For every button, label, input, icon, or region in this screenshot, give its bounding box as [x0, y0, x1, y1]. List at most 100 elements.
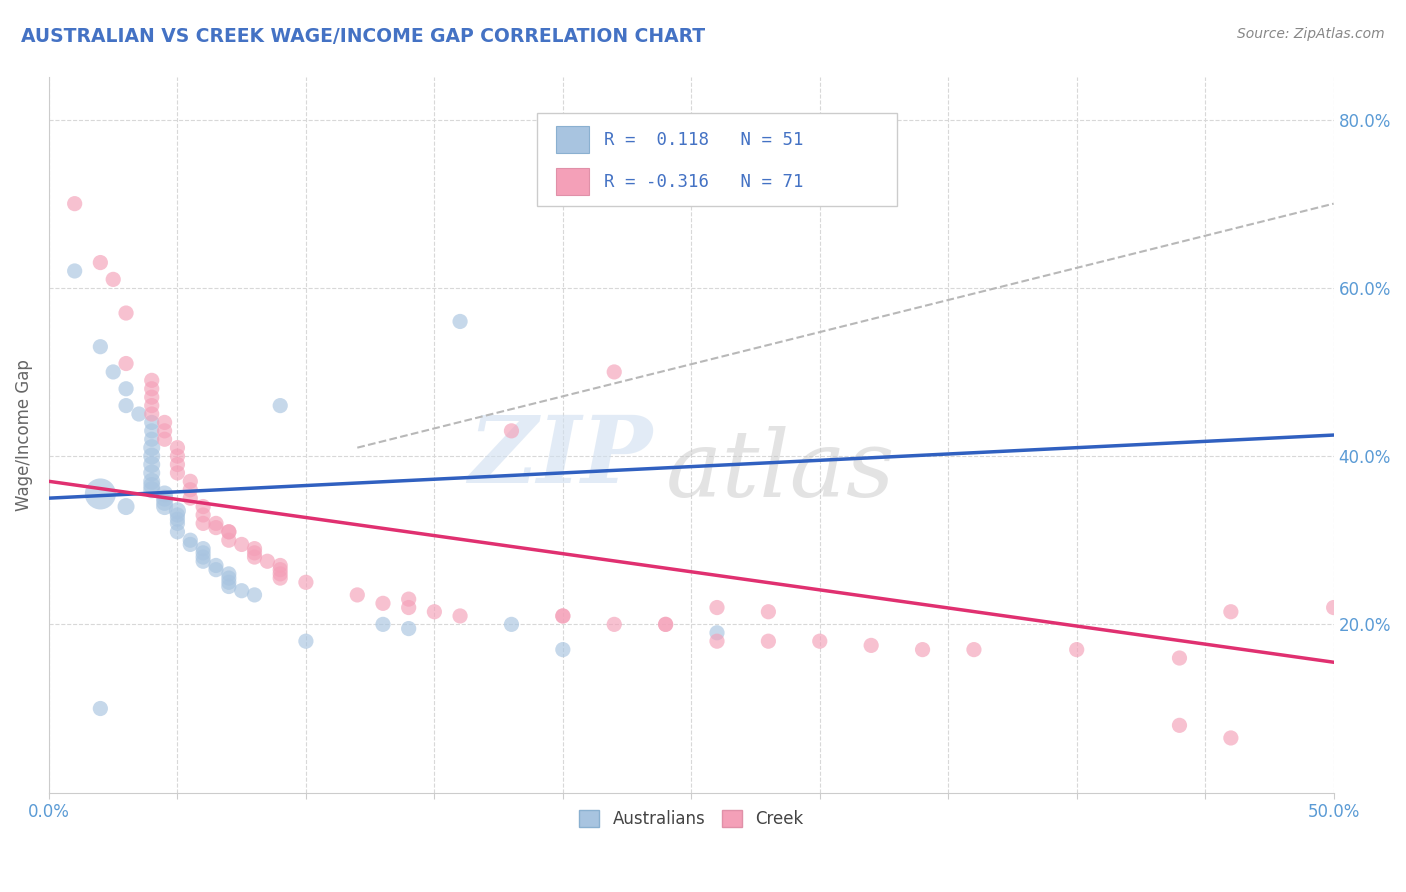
Point: [808, 634, 831, 648]
Point: [205, 558, 228, 573]
Text: R = -0.316   N = 71: R = -0.316 N = 71: [605, 173, 803, 191]
Point: [141, 390, 163, 404]
Point: [963, 642, 986, 657]
Text: Source: ZipAtlas.com: Source: ZipAtlas.com: [1237, 27, 1385, 41]
Point: [141, 458, 163, 472]
Point: [153, 424, 176, 438]
Point: [551, 609, 574, 624]
Point: [243, 541, 266, 556]
Point: [706, 600, 728, 615]
Point: [191, 516, 214, 531]
Point: [371, 596, 394, 610]
Point: [141, 407, 163, 421]
Point: [243, 588, 266, 602]
Point: [115, 357, 138, 371]
Point: [1374, 655, 1396, 669]
Point: [63, 196, 86, 211]
Point: [179, 533, 201, 548]
Point: [758, 634, 780, 648]
Point: [449, 314, 471, 328]
Point: [141, 399, 163, 413]
FancyBboxPatch shape: [537, 113, 897, 206]
Point: [758, 605, 780, 619]
Point: [205, 516, 228, 531]
Point: [153, 487, 176, 501]
Point: [191, 541, 214, 556]
Point: [398, 622, 420, 636]
Point: [398, 592, 420, 607]
Bar: [557, 169, 589, 195]
Point: [191, 550, 214, 565]
Point: [166, 458, 188, 472]
Point: [179, 483, 201, 497]
Point: [706, 625, 728, 640]
Point: [191, 546, 214, 560]
Point: [141, 483, 163, 497]
Point: [89, 701, 111, 715]
Point: [153, 495, 176, 509]
Y-axis label: Wage/Income Gap: Wage/Income Gap: [15, 359, 32, 511]
Point: [191, 500, 214, 514]
Point: [141, 416, 163, 430]
Point: [501, 424, 523, 438]
Text: atlas: atlas: [665, 425, 896, 516]
Point: [153, 416, 176, 430]
Point: [231, 537, 253, 551]
Point: [1168, 651, 1191, 665]
Point: [269, 566, 291, 581]
Point: [1219, 605, 1241, 619]
Point: [1219, 731, 1241, 745]
Point: [371, 617, 394, 632]
Point: [141, 449, 163, 463]
Point: [166, 504, 188, 518]
Point: [115, 399, 138, 413]
Point: [218, 575, 240, 590]
Point: [166, 449, 188, 463]
Point: [115, 306, 138, 320]
Point: [449, 609, 471, 624]
Point: [141, 478, 163, 492]
Point: [654, 617, 676, 632]
Point: [89, 255, 111, 269]
Point: [153, 500, 176, 514]
Point: [191, 554, 214, 568]
Point: [89, 340, 111, 354]
Point: [256, 554, 278, 568]
Point: [218, 533, 240, 548]
Point: [295, 575, 318, 590]
Point: [141, 432, 163, 446]
Point: [141, 441, 163, 455]
Point: [295, 634, 318, 648]
Point: [153, 432, 176, 446]
Point: [551, 642, 574, 657]
Point: [218, 524, 240, 539]
Text: R =  0.118   N = 51: R = 0.118 N = 51: [605, 130, 803, 149]
Point: [1066, 642, 1088, 657]
Point: [179, 475, 201, 489]
Point: [551, 609, 574, 624]
Point: [218, 580, 240, 594]
Point: [63, 264, 86, 278]
Point: [269, 563, 291, 577]
Point: [115, 500, 138, 514]
Point: [231, 583, 253, 598]
Point: [423, 605, 446, 619]
Point: [141, 382, 163, 396]
Point: [860, 639, 883, 653]
Point: [218, 566, 240, 581]
Point: [103, 365, 125, 379]
Point: [115, 382, 138, 396]
Point: [141, 424, 163, 438]
Point: [205, 563, 228, 577]
Point: [1168, 718, 1191, 732]
Point: [166, 508, 188, 522]
Point: [166, 524, 188, 539]
Point: [269, 558, 291, 573]
Point: [218, 524, 240, 539]
Point: [205, 520, 228, 534]
Point: [218, 571, 240, 585]
Point: [179, 537, 201, 551]
Point: [603, 365, 626, 379]
Point: [141, 466, 163, 480]
Point: [166, 466, 188, 480]
